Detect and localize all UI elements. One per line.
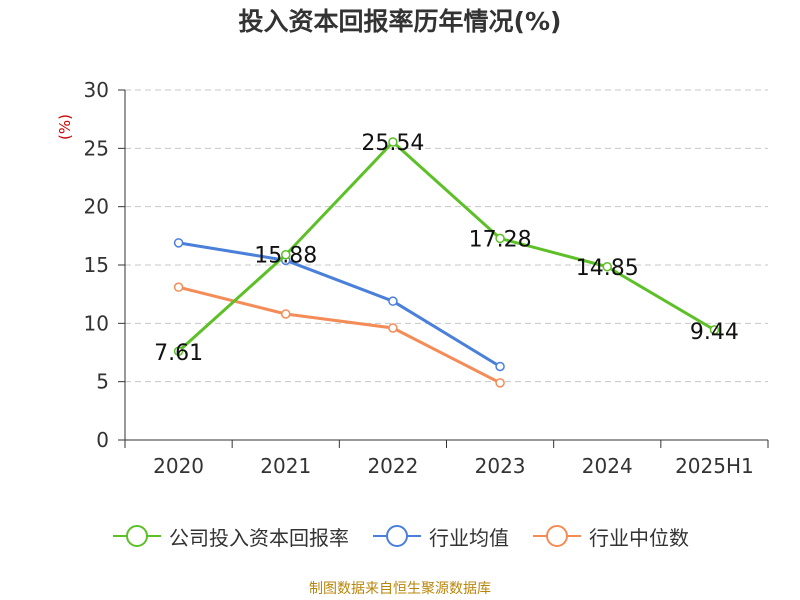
data-label: 9.44 bbox=[690, 320, 739, 345]
data-label: 25.54 bbox=[361, 131, 424, 156]
series-line bbox=[177, 140, 716, 353]
data-point bbox=[173, 238, 184, 248]
x-tick-label: 2020 bbox=[153, 454, 204, 478]
source-note: 制图数据来自恒生聚源数据库 bbox=[309, 581, 491, 597]
x-tick-label: 2021 bbox=[260, 454, 311, 478]
legend-marker-icon bbox=[533, 525, 581, 547]
y-tick-label: 25 bbox=[84, 136, 109, 160]
data-label: 14.85 bbox=[576, 256, 639, 281]
legend-marker-icon bbox=[113, 525, 161, 547]
y-tick-label: 0 bbox=[96, 428, 109, 452]
legend-marker-icon bbox=[373, 525, 421, 547]
data-point bbox=[388, 323, 398, 333]
legend-item[interactable]: 行业中位数 bbox=[531, 522, 689, 551]
data-point bbox=[388, 137, 398, 147]
data-point bbox=[495, 233, 505, 244]
data-point bbox=[495, 378, 505, 388]
y-tick-label: 10 bbox=[84, 311, 109, 335]
data-point bbox=[388, 296, 398, 306]
y-tick-label: 15 bbox=[84, 253, 109, 277]
y-tick-label: 30 bbox=[84, 78, 109, 102]
data-point bbox=[281, 309, 291, 319]
x-tick-label: 2025H1 bbox=[675, 454, 754, 478]
data-point bbox=[173, 346, 184, 356]
y-axis-label: (%) bbox=[56, 114, 74, 140]
x-tick-label: 2022 bbox=[367, 454, 418, 478]
x-tick-label: 2023 bbox=[475, 454, 526, 478]
chart-title: 投入资本回报率历年情况(%) bbox=[238, 7, 562, 36]
series-line bbox=[178, 285, 501, 385]
legend-item[interactable]: 行业均值 bbox=[371, 522, 509, 551]
legend-label: 行业中位数 bbox=[589, 525, 689, 550]
data-point bbox=[709, 325, 720, 335]
legend-label: 公司投入资本回报率 bbox=[169, 525, 349, 550]
series-line bbox=[178, 241, 501, 368]
data-point bbox=[602, 262, 612, 272]
data-point bbox=[281, 249, 291, 260]
data-point bbox=[173, 282, 184, 292]
legend-item[interactable]: 公司投入资本回报率 bbox=[111, 522, 349, 551]
x-tick-label: 2024 bbox=[582, 454, 633, 478]
legend-label: 行业均值 bbox=[429, 525, 509, 550]
data-label: 15.88 bbox=[254, 244, 317, 269]
y-tick-label: 20 bbox=[84, 195, 109, 219]
legend: 公司投入资本回报率 行业均值 行业中位数 bbox=[0, 518, 800, 554]
y-tick-label: 5 bbox=[96, 370, 109, 394]
data-label: 17.28 bbox=[469, 227, 532, 252]
data-label: 7.61 bbox=[154, 341, 203, 366]
data-point bbox=[495, 361, 505, 372]
